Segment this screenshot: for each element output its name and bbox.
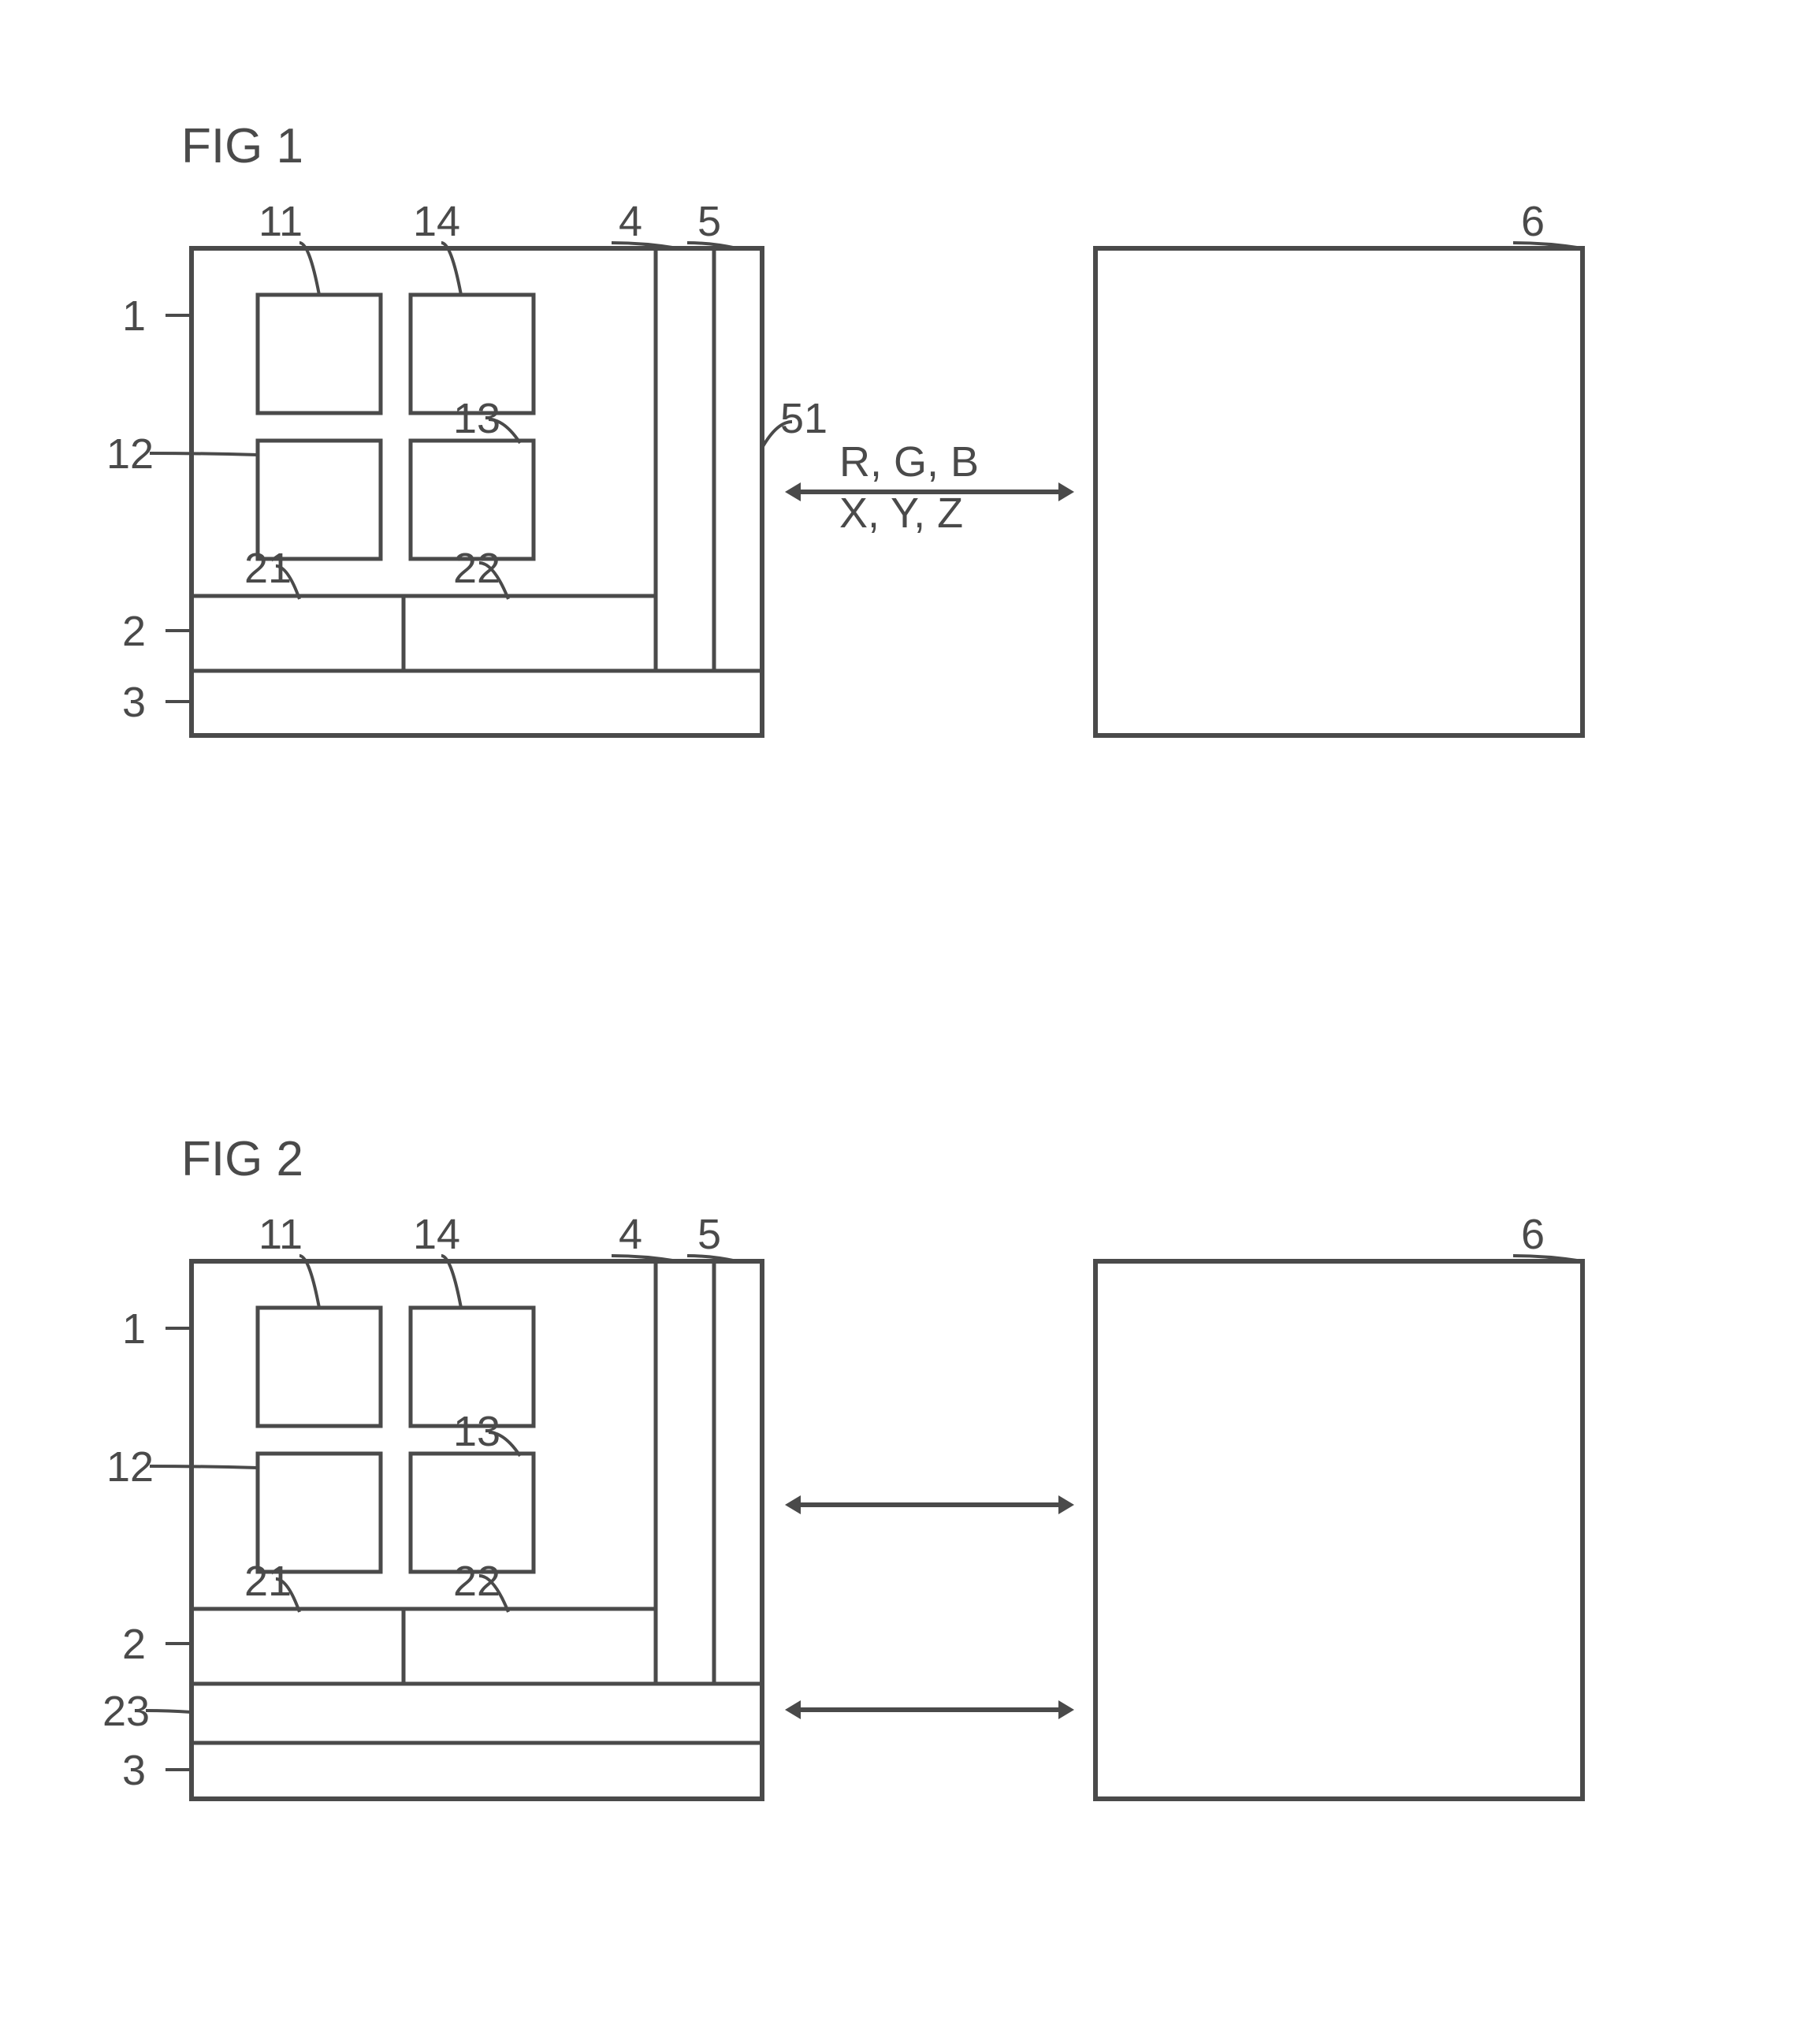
fig2-label-22: 22	[453, 1557, 500, 1606]
fig1-label-14: 14	[413, 197, 460, 246]
fig2-label-12: 12	[106, 1443, 154, 1491]
fig1-label-4: 4	[619, 197, 642, 246]
fig2-label-2: 2	[122, 1620, 146, 1669]
fig1-label-5: 5	[697, 197, 721, 246]
fig1-label-22: 22	[453, 544, 500, 593]
fig2-label-23: 23	[102, 1687, 150, 1736]
fig2-label-21: 21	[244, 1557, 292, 1606]
fig1-label-1: 1	[122, 292, 146, 341]
fig2-label-3: 3	[122, 1746, 146, 1795]
fig1-label-51: 51	[780, 394, 828, 443]
fig2-label-14: 14	[413, 1210, 460, 1259]
fig2-label-5: 5	[697, 1210, 721, 1259]
fig1-label-6: 6	[1521, 197, 1545, 246]
fig2-label-11: 11	[258, 1210, 303, 1259]
fig2-label-4: 4	[619, 1210, 642, 1259]
fig1-label-2: 2	[122, 607, 146, 656]
drawing-svg	[0, 0, 1815, 2044]
fig2-label-6: 6	[1521, 1210, 1545, 1259]
page: FIG 1 FIG 2 R, G, B X, Y, Z 112231114456…	[0, 0, 1815, 2044]
fig1-label-21: 21	[244, 544, 292, 593]
fig1-label-3: 3	[122, 678, 146, 727]
fig2-label-13: 13	[453, 1407, 500, 1456]
fig1-label-11: 11	[258, 197, 303, 246]
fig2-label-1: 1	[122, 1305, 146, 1353]
fig1-label-12: 12	[106, 430, 154, 478]
fig1-label-13: 13	[453, 394, 500, 443]
